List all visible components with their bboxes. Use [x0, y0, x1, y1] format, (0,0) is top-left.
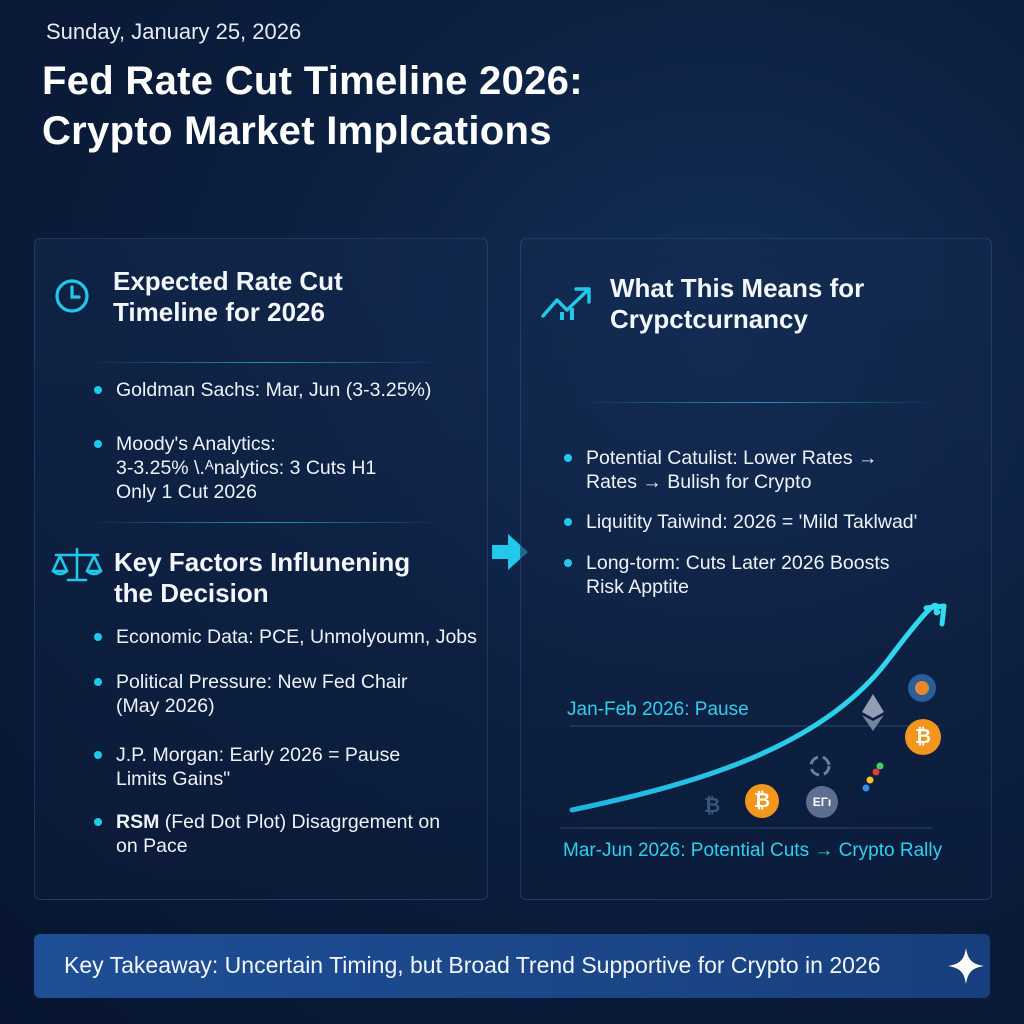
crypto-item-liquidity: Liquitity Taiwind: 2026 = 'Mild Taklwad'	[563, 511, 918, 533]
title-line-2: Crypto Market Implcations	[42, 109, 552, 153]
clock-icon	[55, 279, 89, 313]
crypto-item-longterm: Long-torm: Cuts Later 2026 Boosts Risk A…	[564, 552, 890, 598]
left-panel	[34, 238, 488, 900]
date-label: Sunday, January 25, 2026	[46, 19, 302, 44]
timeline-divider	[86, 362, 446, 363]
dot-yellow	[866, 776, 874, 784]
pause-label: Jan-Feb 2026: Pause	[567, 699, 749, 720]
crypto-heading: What This Means for Crypctcurnancy	[610, 273, 865, 334]
key-takeaway-bar: Key Takeaway: Uncertain Timing, but Broa…	[34, 934, 990, 998]
rally-curve-chart: ₿	[560, 602, 947, 829]
cycle-coin-icon	[809, 755, 831, 777]
dot-green	[876, 762, 884, 770]
faint-bitcoin-icon: ₿	[704, 793, 720, 817]
cuts-label: Mar-Jun 2026: Potential Cuts → Crypto Ra…	[563, 840, 943, 861]
factor-item-jpmorgan: J.P. Morgan: Early 2026 = Pause Limits G…	[93, 744, 401, 790]
factor-item-economic: Economic Data: PCE, Unmolyoumn, Jobs	[94, 626, 477, 648]
crypto-divider	[578, 402, 938, 403]
key-takeaway-text: Key Takeaway: Uncertain Timing, but Broa…	[64, 952, 881, 978]
factor-item-political: Political Pressure: New Fed Chair (May 2…	[94, 671, 408, 717]
timeline-heading: Expected Rate Cut Timeline for 2026	[113, 266, 343, 327]
sparkle-icon	[948, 948, 984, 984]
bitcoin-coin-icon-2: ₿	[905, 719, 941, 755]
dot-red	[872, 768, 880, 776]
timeline-item-moodys: Moody's Analytics: 3-3.25% \.ᴬnalytics: …	[93, 433, 377, 503]
timeline-item-goldman: Goldman Sachs: Mar, Jun (3-3.25%)	[93, 379, 432, 401]
dot-blue	[862, 784, 870, 792]
rsm-bold-prefix: RSM	[116, 811, 160, 833]
ethereum-icon	[862, 694, 884, 731]
factors-heading: Key Factors Influnening the Decision	[114, 547, 411, 608]
title-line-1: Fed Rate Cut Timeline 2026:	[42, 59, 583, 103]
balance-scale-icon	[51, 547, 103, 582]
rally-curve-arrowhead	[923, 603, 947, 627]
factors-divider	[86, 522, 446, 523]
eth-coin-icon: EΓı	[806, 786, 838, 818]
crypto-item-catalyst: Potential Catulist: Lower Rates → Rates …	[564, 447, 878, 493]
page-title: Fed Rate Cut Timeline 2026: Crypto Marke…	[42, 56, 583, 156]
hex-coin-icon	[908, 674, 936, 702]
arrow-right-icon	[492, 534, 528, 570]
trend-up-icon	[541, 287, 591, 320]
bitcoin-coin-icon: ₿	[745, 784, 779, 818]
factor-item-rsm: RSM (Fed Dot Plot) Disagrgement on on Pa…	[93, 811, 441, 857]
